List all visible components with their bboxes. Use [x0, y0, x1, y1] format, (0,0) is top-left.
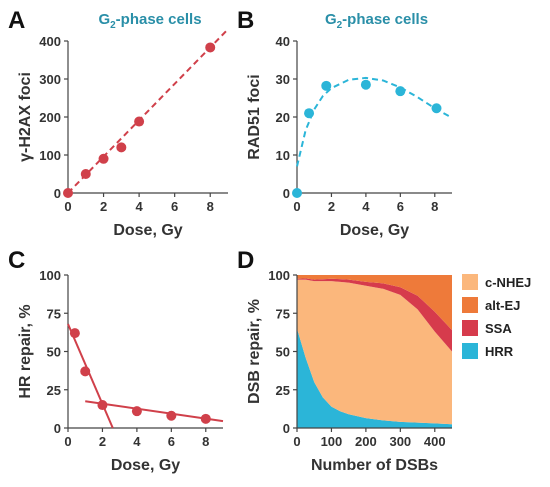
- x-tick-label: 2: [99, 434, 106, 449]
- legend-swatch: [462, 297, 478, 313]
- fit-line: [85, 400, 224, 423]
- x-tick-label: 0: [64, 199, 71, 214]
- data-point: [131, 406, 142, 417]
- fit-line: [67, 28, 229, 194]
- x-tick-label: 8: [431, 199, 438, 214]
- x-axis-title: Dose, Gy: [340, 222, 409, 239]
- y-tick-label: 0: [283, 421, 290, 436]
- data-point: [205, 42, 216, 53]
- x-tick-label: 100: [321, 434, 343, 449]
- y-tick-label: 100: [39, 268, 61, 283]
- y-tick-label: 10: [276, 148, 290, 163]
- data-point: [431, 103, 442, 114]
- y-tick-label: 40: [276, 34, 290, 49]
- y-tick-label: 400: [39, 34, 61, 49]
- panel-letter: D: [237, 247, 254, 274]
- x-tick-label: 300: [389, 434, 411, 449]
- data-point: [116, 142, 127, 153]
- data-point: [98, 153, 109, 164]
- y-tick-label: 300: [39, 72, 61, 87]
- panel-title-sub: 2: [110, 20, 116, 31]
- y-axis-title: γ-H2AX foci: [17, 72, 34, 162]
- data-point: [321, 80, 332, 91]
- data-point: [304, 108, 315, 119]
- x-tick-label: 6: [397, 199, 404, 214]
- legend-swatch: [462, 320, 478, 336]
- x-tick-label: 200: [355, 434, 377, 449]
- area-c-nhej: [297, 279, 452, 425]
- panel-title-sub: 2: [337, 20, 343, 31]
- y-axis-title: HR repair, %: [17, 304, 34, 398]
- panel-d: D 0 100 200 300 400 0 25 50 75 100 Number of DSBs DS…: [237, 247, 531, 474]
- data-point: [80, 169, 91, 179]
- area-hrr: [297, 328, 452, 428]
- legend-label: SSA: [485, 321, 512, 336]
- data-point: [292, 188, 302, 198]
- legend-label: c-NHEJ: [485, 275, 531, 290]
- data-point: [166, 410, 177, 421]
- y-tick-label: 20: [276, 110, 290, 125]
- panel-letter: A: [8, 7, 25, 34]
- x-axis-title: Dose, Gy: [111, 457, 180, 474]
- panel-letter: C: [8, 247, 25, 274]
- x-tick-label: 2: [100, 199, 107, 214]
- y-tick-label: 25: [47, 383, 61, 398]
- y-tick-label: 100: [39, 148, 61, 163]
- y-tick-label: 50: [276, 345, 290, 360]
- x-tick-label: 6: [168, 434, 175, 449]
- y-tick-label: 100: [268, 268, 290, 283]
- legend-label: alt-EJ: [485, 298, 520, 313]
- legend-swatch: [462, 274, 478, 290]
- data-point: [69, 328, 80, 339]
- x-tick-label: 0: [293, 199, 300, 214]
- y-tick-label: 200: [39, 110, 61, 125]
- data-point: [395, 86, 406, 97]
- data-point: [80, 366, 91, 377]
- data-point: [200, 413, 211, 424]
- panel-letter: B: [237, 7, 254, 34]
- x-tick-label: 0: [293, 434, 300, 449]
- panel-title: G2-phase cells: [98, 11, 201, 31]
- legend-label: HRR: [485, 344, 514, 359]
- panel-title-part: -phase cells: [342, 11, 428, 28]
- x-tick-label: 400: [424, 434, 446, 449]
- y-tick-label: 0: [54, 421, 61, 436]
- x-axis-title: Dose, Gy: [113, 222, 182, 239]
- x-tick-label: 8: [202, 434, 209, 449]
- panel-title: G2-phase cells: [325, 11, 428, 31]
- data-point: [63, 188, 73, 198]
- y-tick-label: 0: [54, 186, 61, 201]
- panel-title-part: G: [325, 11, 337, 28]
- x-tick-label: 4: [362, 199, 370, 214]
- x-tick-label: 4: [135, 199, 143, 214]
- y-tick-label: 0: [283, 186, 290, 201]
- data-point: [134, 116, 145, 127]
- panel-title-part: G: [98, 11, 110, 28]
- panel-c: C 0 2 4 6 8 0 25 50 75 100 Dose, Gy HR repair, %: [8, 247, 224, 474]
- legend-swatch: [462, 343, 478, 359]
- y-tick-label: 25: [276, 383, 290, 398]
- x-tick-label: 4: [133, 434, 141, 449]
- data-point: [360, 79, 371, 90]
- y-axis-title: DSB repair, %: [246, 299, 263, 404]
- y-tick-label: 30: [276, 72, 290, 87]
- y-axis-title: RAD51 foci: [246, 74, 263, 159]
- fit-curve: [296, 76, 453, 167]
- y-tick-label: 50: [47, 345, 61, 360]
- y-tick-label: 75: [276, 306, 290, 321]
- panel-title-part: -phase cells: [116, 11, 202, 28]
- area-alt-ej: [297, 275, 452, 331]
- area-ssa: [297, 278, 452, 352]
- x-tick-label: 8: [207, 199, 214, 214]
- data-point: [97, 400, 108, 411]
- fit-line: [67, 323, 114, 429]
- x-tick-label: 6: [171, 199, 178, 214]
- x-tick-label: 0: [64, 434, 71, 449]
- x-tick-label: 2: [328, 199, 335, 214]
- y-tick-label: 75: [47, 306, 61, 321]
- x-axis-title: Number of DSBs: [311, 457, 438, 474]
